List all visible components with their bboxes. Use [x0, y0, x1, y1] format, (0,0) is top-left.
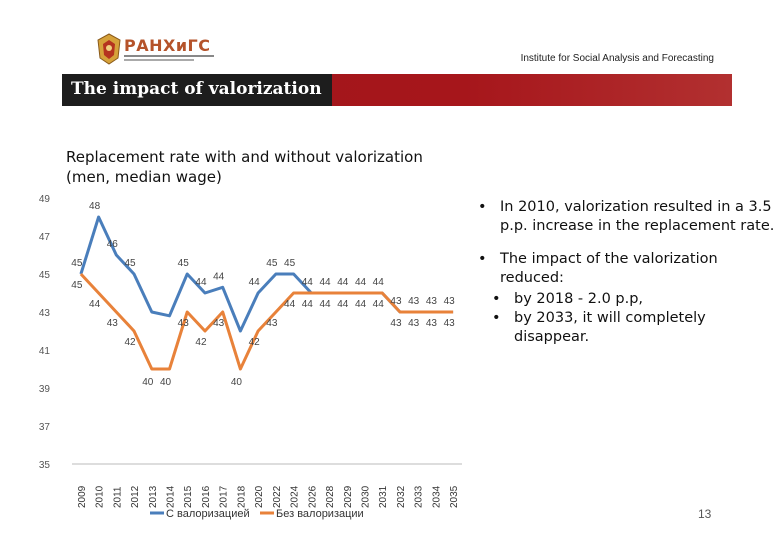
x-tick-label: 2028 [325, 485, 336, 508]
x-tick-label: 2015 [183, 485, 194, 508]
bullet-list: • In 2010, valorization resulted in a 3.… [478, 198, 778, 347]
data-label: 45 [124, 258, 136, 269]
data-label: 43 [444, 318, 456, 329]
chart-title: Replacement rate with and without valori… [66, 147, 486, 187]
data-label: 44 [195, 277, 207, 288]
legend-label-without-valorization: Без валоризации [276, 508, 364, 520]
data-label: 46 [107, 239, 119, 250]
slide-title: The impact of valorization [71, 79, 322, 99]
institute-name: Institute for Social Analysis and Foreca… [520, 53, 714, 64]
y-tick-label: 41 [39, 346, 51, 357]
series-line-without-valorization [79, 272, 454, 371]
data-label: 45 [71, 280, 83, 291]
ranepa-emblem-icon [97, 33, 121, 65]
x-tick-label: 2034 [431, 485, 442, 508]
legend-label-with-valorization: С валоризацией [166, 508, 250, 520]
logo-wordmark: РАНХиГС [124, 36, 211, 55]
data-label: 44 [89, 299, 101, 310]
x-tick-label: 2020 [254, 485, 265, 508]
data-label: 42 [195, 337, 207, 348]
x-tick-label: 2024 [290, 485, 301, 508]
series-line-with-valorization [79, 215, 454, 333]
y-tick-label: 45 [39, 270, 51, 281]
x-tick-label: 2029 [343, 485, 354, 508]
x-tick-label: 2013 [148, 485, 159, 508]
data-label: 44 [355, 277, 367, 288]
sub-bullet-text: by 2018 - 2.0 p.p, [514, 291, 644, 307]
data-label: 43 [426, 296, 438, 307]
data-label: 42 [124, 337, 136, 348]
chart-title-line-2: (men, median wage) [66, 168, 222, 186]
y-tick-label: 35 [39, 460, 51, 471]
data-label: 43 [408, 318, 420, 329]
x-tick-label: 2016 [201, 485, 212, 508]
data-label: 40 [231, 377, 243, 388]
x-tick-label: 2017 [219, 485, 230, 508]
x-tick-label: 2035 [449, 485, 460, 508]
bullet-item: • The impact of the valorization reduced… [478, 250, 778, 288]
data-label: 42 [249, 337, 261, 348]
y-tick-label: 47 [39, 232, 51, 243]
data-label: 45 [266, 258, 278, 269]
data-label: 44 [373, 299, 385, 310]
page-number: 13 [698, 507, 712, 521]
x-tick-label: 2022 [272, 485, 283, 508]
data-label: 44 [302, 299, 314, 310]
x-tick-label: 2033 [414, 485, 425, 508]
bullet-text: In 2010, valorization resulted in a 3.5 … [500, 199, 775, 234]
data-label: 43 [213, 318, 225, 329]
sub-bullet-dot-icon: • [492, 310, 501, 326]
title-bar-accent [62, 74, 332, 106]
sub-bullet-item: • by 2018 - 2.0 p.p, [478, 290, 778, 309]
data-label: 43 [408, 296, 420, 307]
data-label: 45 [284, 258, 296, 269]
x-tick-label: 2018 [236, 485, 247, 508]
data-label: 44 [319, 299, 331, 310]
y-tick-label: 49 [39, 194, 51, 205]
data-label: 44 [337, 299, 349, 310]
y-tick-label: 39 [39, 384, 51, 395]
data-label: 43 [390, 296, 402, 307]
sub-bullet-text: by 2033, it will completely disappear. [514, 310, 706, 345]
data-label: 45 [71, 258, 83, 269]
x-tick-label: 2014 [166, 485, 177, 508]
sub-bullet-item: • by 2033, it will completely disappear. [478, 309, 778, 347]
logo-subtitle-decoration [124, 55, 214, 61]
data-label: 43 [178, 318, 190, 329]
data-label: 44 [249, 277, 261, 288]
x-tick-label: 2030 [361, 485, 372, 508]
data-label: 40 [160, 377, 172, 388]
bullet-item: • In 2010, valorization resulted in a 3.… [478, 198, 778, 236]
x-tick-label: 2026 [307, 485, 318, 508]
y-tick-label: 37 [39, 422, 51, 433]
x-tick-label: 2011 [112, 486, 123, 508]
data-label: 43 [426, 318, 438, 329]
data-label: 44 [337, 277, 349, 288]
sub-bullet-dot-icon: • [492, 291, 501, 307]
bullet-dot-icon: • [478, 251, 487, 267]
bullet-text: The impact of the valorization reduced: [500, 251, 718, 286]
data-label: 44 [319, 277, 331, 288]
x-tick-label: 2032 [396, 485, 407, 508]
data-label: 44 [373, 277, 385, 288]
data-label: 44 [284, 299, 296, 310]
data-label: 44 [213, 271, 225, 282]
data-label: 43 [444, 296, 456, 307]
chart-title-line-1: Replacement rate with and without valori… [66, 148, 423, 166]
data-label: 45 [178, 258, 190, 269]
data-label: 40 [142, 377, 154, 388]
data-label: 44 [355, 299, 367, 310]
y-tick-label: 43 [39, 308, 51, 319]
data-label: 48 [89, 201, 101, 212]
data-label: 43 [107, 318, 119, 329]
x-tick-label: 2010 [95, 485, 106, 508]
data-label: 43 [390, 318, 402, 329]
data-label: 43 [266, 318, 278, 329]
data-label: 44 [302, 277, 314, 288]
bullet-dot-icon: • [478, 199, 487, 215]
x-tick-label: 2012 [130, 485, 141, 508]
x-tick-label: 2031 [378, 485, 389, 508]
x-tick-label: 2009 [77, 485, 88, 508]
